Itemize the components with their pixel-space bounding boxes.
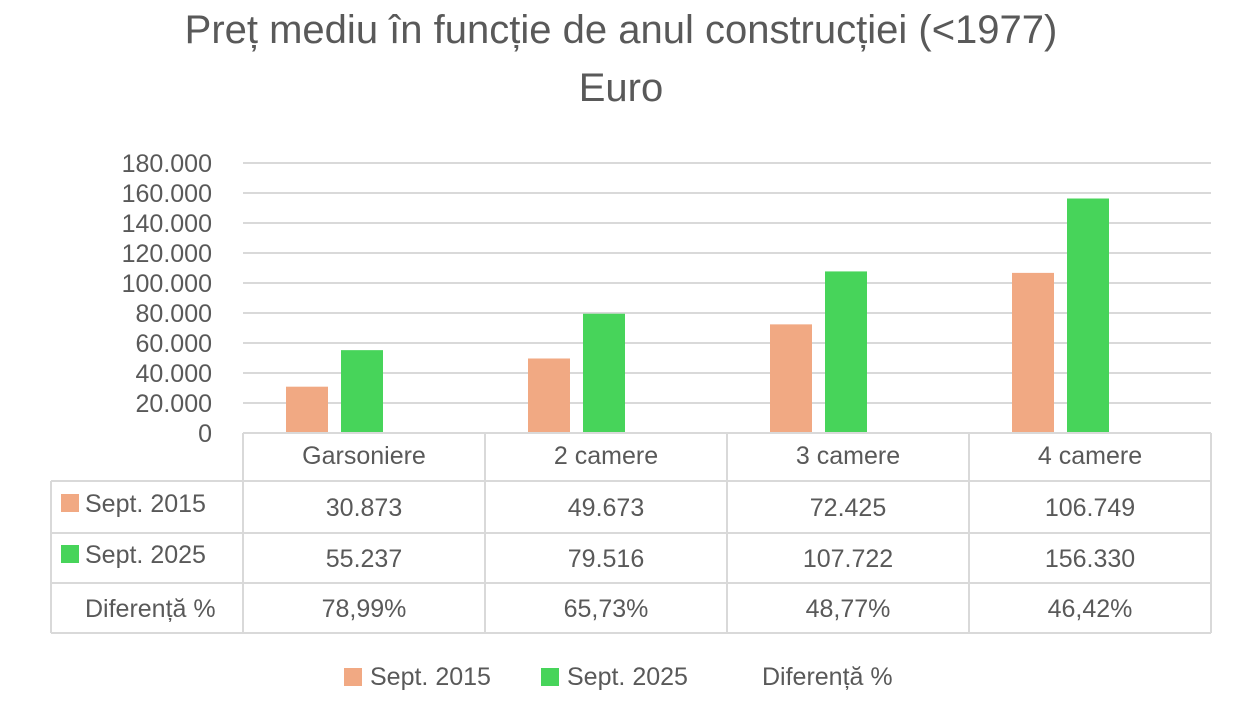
category-label: 3 camere [796,442,900,470]
table-row-label: Diferență % [85,595,216,623]
y-tick-label: 20.000 [136,390,212,418]
legend-swatch-icon [541,668,559,686]
legend-label: Sept. 2025 [567,663,688,691]
legend-swatch-icon [344,668,362,686]
data-label: 156.330 [1045,545,1135,573]
chart-title: Preț mediu în funcție de anul construcți… [184,8,1058,52]
data-label: 49.673 [568,494,644,522]
legend-key-icon [61,545,79,563]
y-tick-label: 80.000 [136,300,212,328]
bar-sept-2015 [528,358,570,433]
data-label: 65,73% [564,595,649,623]
bar-sept-2015 [770,324,812,433]
y-tick-label: 140.000 [122,210,212,238]
data-label: 46,42% [1048,595,1133,623]
y-tick-label: 0 [198,420,212,448]
bar-sept-2025 [583,313,625,433]
y-tick-label: 180.000 [122,150,212,178]
category-label: 2 camere [554,442,658,470]
legend-label: Sept. 2015 [370,663,491,691]
y-tick-label: 160.000 [122,180,212,208]
data-label: 72.425 [810,494,886,522]
data-label: 30.873 [326,494,402,522]
bar-sept-2015 [1012,272,1054,433]
bar-sept-2025 [341,350,383,433]
data-label: 107.722 [803,545,893,573]
y-tick-label: 40.000 [136,360,212,388]
table-row-label: Sept. 2025 [85,541,206,569]
data-label: 55.237 [326,545,402,573]
bar-sept-2025 [1067,198,1109,433]
data-label: 106.749 [1045,494,1135,522]
table-row-label: Sept. 2015 [85,490,206,518]
y-tick-label: 60.000 [136,330,212,358]
category-label: Garsoniere [302,442,426,470]
data-label: 79.516 [568,545,644,573]
y-tick-label: 120.000 [122,240,212,268]
category-label: 4 camere [1038,442,1142,470]
data-label: 78,99% [322,595,407,623]
bar-sept-2025 [825,271,867,433]
y-tick-label: 100.000 [122,270,212,298]
bar-sept-2015 [286,386,328,433]
legend-label: Diferență % [762,663,893,691]
chart-subtitle: Euro [578,66,664,110]
data-label: 48,77% [806,595,891,623]
legend-key-icon [61,494,79,512]
